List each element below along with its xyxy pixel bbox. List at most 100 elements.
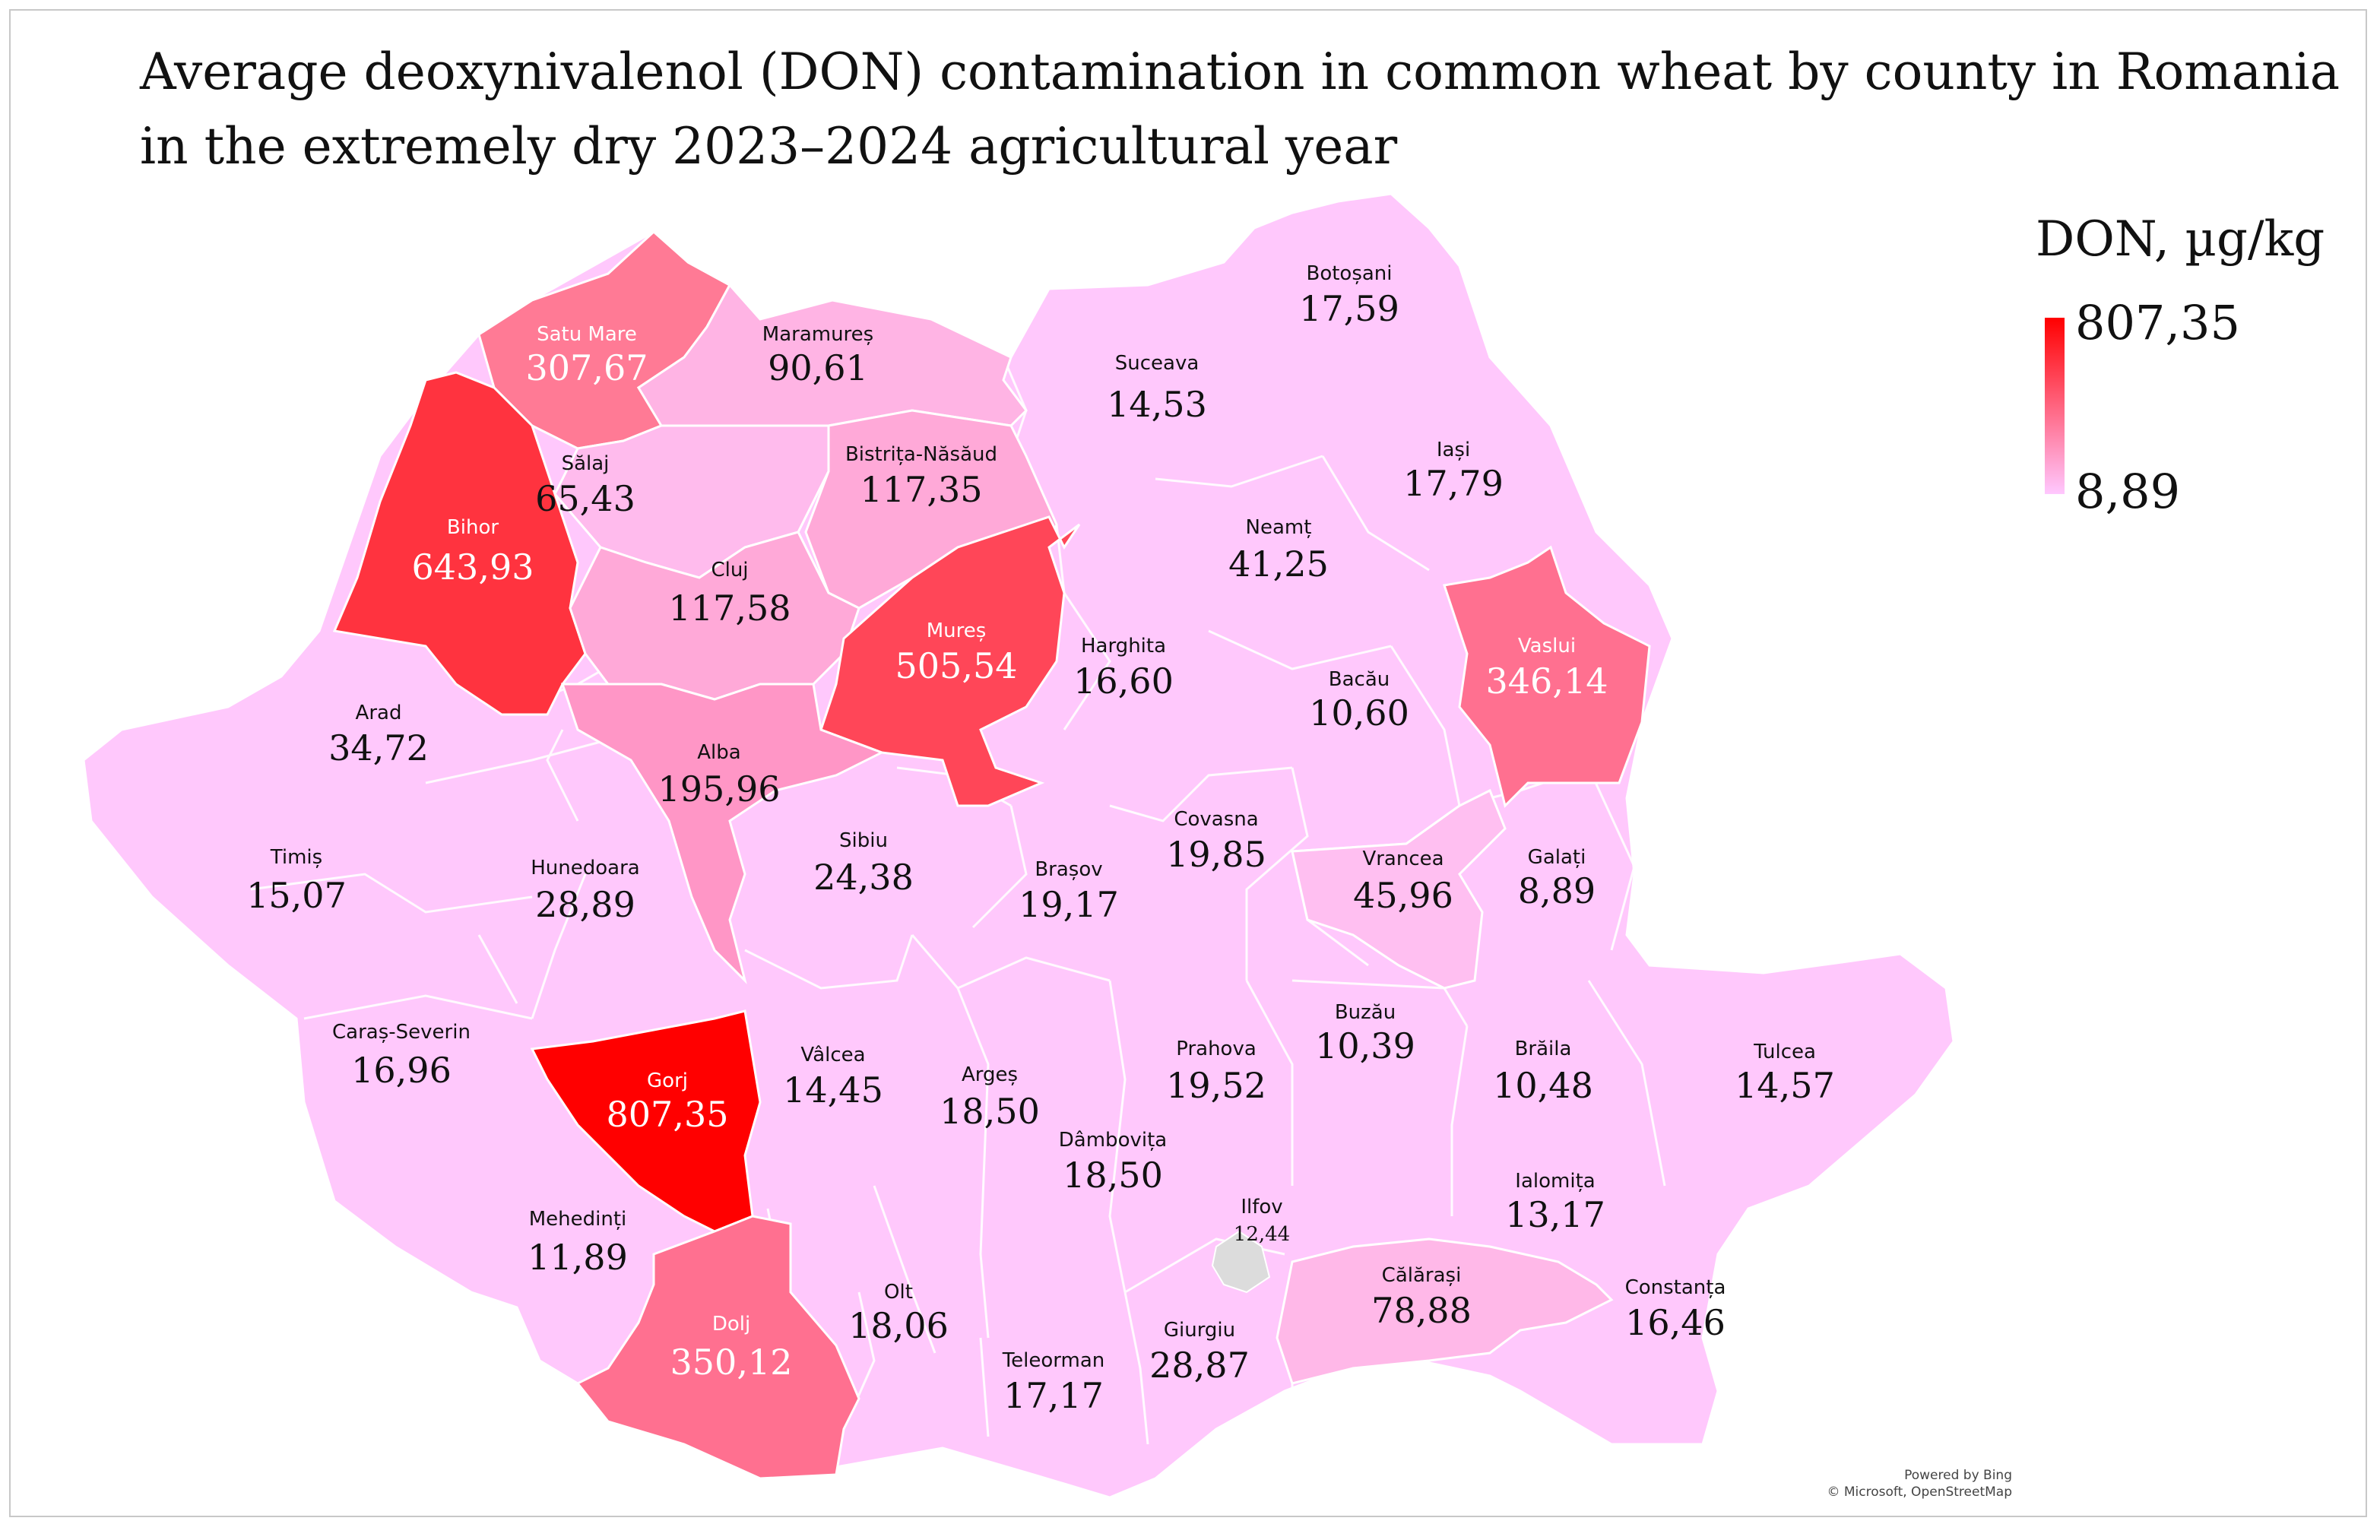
county-name-vaslui: Vaslui [1518,635,1576,658]
legend-min-value: 8,89 [2075,464,2181,519]
county-name-alba: Alba [697,741,740,764]
credit-line-1: Powered by Bing [1904,1468,2012,1483]
county-value-bistrita: 117,35 [860,469,983,510]
county-value-ialomita: 13,17 [1505,1194,1605,1235]
title-line-1: Average deoxynivalenol (DON) contaminati… [140,43,2340,101]
county-name-neamt: Neamț [1246,516,1312,539]
county-value-salaj: 65,43 [535,478,635,519]
county-name-buzau: Buzău [1335,1001,1396,1024]
county-name-mures: Mureș [927,619,987,642]
county-vrancea[interactable] [1291,788,1507,990]
county-value-caras: 16,96 [351,1050,452,1091]
county-name-ialomita: Ialomița [1515,1170,1595,1193]
county-ilfov[interactable] [1211,1230,1271,1294]
county-name-mehedinti: Mehedinți [529,1208,627,1231]
county-value-gorj: 807,35 [607,1094,729,1135]
county-name-braila: Brăila [1515,1038,1572,1060]
county-value-bacau: 10,60 [1309,692,1409,734]
county-value-arad: 34,72 [328,727,429,768]
county-value-brasov: 19,17 [1019,884,1119,925]
county-name-giurgiu: Giurgiu [1164,1319,1235,1342]
county-value-alba: 195,96 [658,768,781,810]
county-value-sibiu: 24,38 [813,857,914,898]
county-value-vaslui: 346,14 [1486,661,1608,702]
county-value-dambovita: 18,50 [1063,1155,1163,1196]
county-value-buzau: 10,39 [1315,1025,1415,1066]
county-name-botosani: Botoșani [1306,262,1392,285]
county-cluj[interactable] [569,531,860,701]
map-title: Average deoxynivalenol (DON) contaminati… [140,35,2340,184]
county-value-calarasi: 78,88 [1371,1290,1472,1331]
county-name-suceava: Suceava [1115,352,1200,375]
county-value-olt: 18,06 [848,1305,949,1346]
county-name-maramures: Maramureș [762,323,873,346]
county-name-bihor: Bihor [447,516,499,539]
county-name-tulcea: Tulcea [1753,1041,1816,1063]
county-name-galati: Galați [1528,846,1586,869]
county-name-hunedoara: Hunedoara [531,857,639,879]
county-name-dolj: Dolj [712,1313,750,1336]
county-name-prahova: Prahova [1176,1038,1257,1060]
map-credits: Powered by Bing © Microsoft, OpenStreetM… [1827,1467,2012,1500]
county-value-valcea: 14,45 [783,1069,883,1111]
county-value-cluj: 117,58 [669,588,791,629]
county-value-teleorman: 17,17 [1003,1375,1104,1416]
county-value-neamt: 41,25 [1228,543,1329,585]
county-name-bistrita: Bistrița-Năsăud [845,443,997,466]
county-value-timis: 15,07 [246,875,347,916]
county-value-hunedoara: 28,89 [535,884,635,925]
county-name-valcea: Vâlcea [800,1044,865,1066]
county-name-dambovita: Dâmbovița [1059,1129,1167,1152]
county-name-satu-mare: Satu Mare [537,323,637,346]
county-value-maramures: 90,61 [768,347,868,388]
county-name-arges: Argeș [962,1063,1018,1086]
county-value-galati: 8,89 [1518,870,1596,911]
legend-color-scale [2045,318,2065,494]
county-name-covasna: Covasna [1174,808,1258,831]
county-value-mehedinti: 11,89 [528,1237,628,1278]
county-value-vrancea: 45,96 [1353,875,1453,916]
county-name-teleorman: Teleorman [1002,1349,1105,1372]
county-name-brasov: Brașov [1035,858,1102,881]
county-name-vrancea: Vrancea [1362,848,1444,870]
county-value-braila: 10,48 [1493,1065,1593,1106]
county-alba[interactable] [560,683,885,984]
county-name-arad: Arad [356,702,402,724]
county-name-salaj: Sălaj [562,452,610,475]
county-value-iasi: 17,79 [1403,463,1504,504]
county-name-calarasi: Călărași [1382,1264,1462,1287]
county-value-mures: 505,54 [895,645,1018,686]
county-value-dolj: 350,12 [670,1342,793,1383]
county-value-constanta: 16,46 [1625,1302,1726,1343]
county-value-arges: 18,50 [940,1091,1040,1132]
figure-frame [9,9,2367,1517]
county-value-harghita: 16,60 [1073,661,1174,702]
county-dolj[interactable] [575,1215,860,1480]
county-value-bihor: 643,93 [412,547,534,588]
county-value-botosani: 17,59 [1299,288,1399,329]
credit-line-2: © Microsoft, OpenStreetMap [1827,1485,2012,1500]
county-name-sibiu: Sibiu [839,829,888,852]
county-name-harghita: Harghita [1081,635,1166,658]
county-name-bacau: Bacău [1329,668,1390,691]
county-name-caras: Caraș-Severin [332,1021,471,1044]
county-gorj[interactable] [530,1009,762,1233]
county-value-covasna: 19,85 [1166,834,1266,875]
county-vaslui[interactable] [1443,545,1651,808]
county-name-ilfov: Ilfov [1241,1196,1282,1218]
county-value-prahova: 19,52 [1166,1065,1266,1106]
county-value-giurgiu: 28,87 [1149,1345,1250,1386]
county-value-tulcea: 14,57 [1735,1065,1835,1106]
county-bihor[interactable] [332,371,587,716]
legend-max-value: 807,35 [2075,295,2240,350]
legend-title: DON, µg/kg [2036,211,2325,268]
county-calarasi[interactable] [1276,1237,1614,1385]
county-name-timis: Timiș [270,846,322,869]
county-value-suceava: 14,53 [1107,384,1207,425]
county-name-cluj: Cluj [711,559,748,581]
title-line-2: in the extremely dry 2023–2024 agricultu… [140,117,1398,176]
county-value-satu-mare: 307,67 [526,347,648,388]
county-name-constanta: Constanța [1625,1276,1726,1299]
